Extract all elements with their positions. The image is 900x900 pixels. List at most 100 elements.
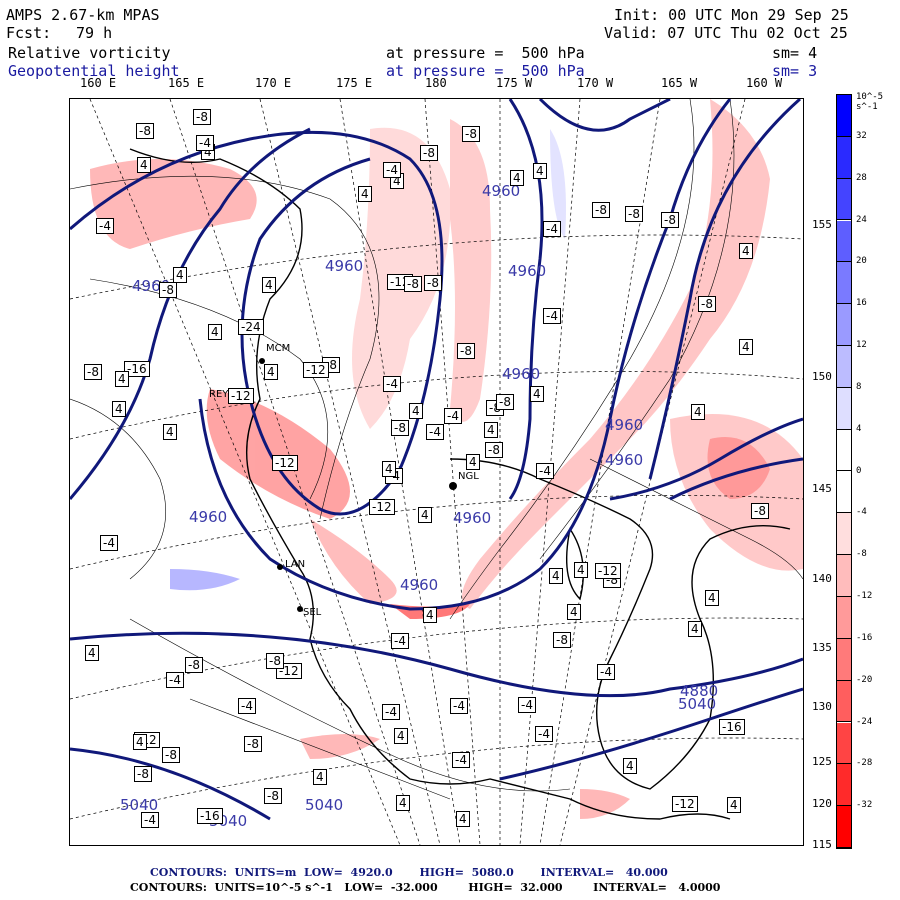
vorticity-label: 4 <box>533 163 547 179</box>
vorticity-label: 4 <box>574 562 588 578</box>
vorticity-label: 4 <box>133 734 147 750</box>
station-lan: LAN <box>285 559 306 570</box>
lat-label: 115 <box>812 838 832 851</box>
vorticity-label: -4 <box>391 633 409 649</box>
colorbar-level-label: -8 <box>856 549 867 560</box>
height-contours <box>70 99 803 821</box>
vorticity-label: 4 <box>262 277 276 293</box>
vorticity-label: 4 <box>423 607 437 623</box>
forecast-label: Fcst: <box>6 24 52 42</box>
colorbar-level-label: -24 <box>856 716 873 727</box>
vorticity-label: -12 <box>595 563 621 579</box>
lat-label: 155 <box>812 218 832 231</box>
height-label: 4960 <box>508 262 547 280</box>
vorticity-label: -8 <box>592 202 610 218</box>
colorbar-swatch <box>837 513 851 556</box>
vorticity-label: -4 <box>450 698 468 714</box>
vorticity-label: 4 <box>727 797 741 813</box>
colorbar-swatch <box>837 471 851 514</box>
colorbar-swatch <box>837 304 851 346</box>
vorticity-label: -8 <box>136 123 154 139</box>
vorticity-label: -4 <box>536 463 554 479</box>
valid-time: Valid: 07 UTC Thu 02 Oct 25 <box>604 24 848 42</box>
vorticity-label: -8 <box>162 747 180 763</box>
colorbar-level-label: 16 <box>856 298 867 309</box>
vorticity-label: -4 <box>452 752 470 768</box>
colorbar-swatch <box>837 346 851 388</box>
map-panel: MCM REY LAN SEL NGL 4960 4960 4960 4960 4960… <box>69 98 804 846</box>
field1-level: at pressure = 500 hPa <box>386 44 585 62</box>
footer-vorticity-contours: CONTOURS: UNITS=10^-5 s^-1 LOW= -32.000 … <box>130 881 721 894</box>
vorticity-label: -8 <box>193 109 211 125</box>
vorticity-label: 4 <box>137 157 151 173</box>
vorticity-label: -12 <box>272 455 298 471</box>
height-label: 5040 <box>305 796 344 814</box>
field2-smoothing: sm= 3 <box>772 62 818 80</box>
vorticity-label: -16 <box>124 361 150 377</box>
vorticity-label: -24 <box>238 319 264 335</box>
station-ngl: NGL <box>458 471 479 482</box>
vorticity-label: -4 <box>426 424 444 440</box>
vorticity-label: -8 <box>159 282 177 298</box>
vorticity-label: 4 <box>691 404 705 420</box>
vorticity-label: 4 <box>313 769 327 785</box>
lon-label-175w: 175 W <box>496 76 533 90</box>
coastline <box>129 148 791 820</box>
field2-name: Geopotential height <box>8 62 180 80</box>
height-label: 4880 <box>680 682 719 700</box>
vorticity-label: -16 <box>197 808 223 824</box>
colorbar-swatch <box>837 429 851 472</box>
colorbar-level-label: 0 <box>856 465 862 476</box>
field1-name: Relative vorticity <box>8 44 171 62</box>
vorticity-label: 4 <box>739 243 753 259</box>
colorbar-level-label: 8 <box>856 381 862 392</box>
colorbar-level-label: -16 <box>856 632 873 643</box>
vorticity-label: 4 <box>456 811 470 827</box>
colorbar-level-label: -32 <box>856 800 873 811</box>
vorticity-label: 4 <box>409 403 423 419</box>
lon-label-160e: 160 E <box>80 76 117 90</box>
colorbar-level-label: 20 <box>856 256 867 267</box>
vorticity-label: -8 <box>485 442 503 458</box>
vorticity-label: -12 <box>672 796 698 812</box>
height-label: 4960 <box>325 257 364 275</box>
height-label: 4960 <box>482 182 521 200</box>
height-label: 4960 <box>400 576 439 594</box>
colorbar-swatch <box>837 95 851 137</box>
vorticity-label: -8 <box>84 364 102 380</box>
colorbar-swatch <box>837 764 851 807</box>
vorticity-label: 4 <box>484 422 498 438</box>
vorticity-label: -4 <box>141 812 159 828</box>
vorticity-label: -8 <box>751 503 769 519</box>
vorticity-label: 4 <box>208 324 222 340</box>
vorticity-label: -8 <box>185 657 203 673</box>
colorbar-level-label: -20 <box>856 674 873 685</box>
vorticity-label: 4 <box>567 604 581 620</box>
vorticity-label: -4 <box>535 726 553 742</box>
height-label: 5040 <box>678 695 717 713</box>
vorticity-label: -12 <box>228 388 254 404</box>
lat-label: 140 <box>812 572 832 585</box>
vorticity-label: -8 <box>625 206 643 222</box>
vorticity-label: -8 <box>134 766 152 782</box>
lat-label: 135 <box>812 641 832 654</box>
vorticity-label: -4 <box>196 135 214 151</box>
vorticity-label: -4 <box>444 408 462 424</box>
colorbar-level-label: 12 <box>856 340 867 350</box>
lon-label-160w: 160 W <box>746 76 783 90</box>
field1-smoothing: sm= 4 <box>772 44 818 62</box>
station-rey: REY <box>209 389 229 400</box>
colorbar-swatch <box>837 722 851 765</box>
colorbar-swatch <box>837 136 851 179</box>
colorbar-swatch <box>837 806 851 848</box>
vorticity-label: -4 <box>543 308 561 324</box>
lon-label-175e: 175 E <box>336 76 373 90</box>
vorticity-label: -8 <box>698 296 716 312</box>
vorticity-label: 4 <box>396 795 410 811</box>
colorbar-level-label: 28 <box>856 172 867 183</box>
lon-label-165e: 165 E <box>168 76 205 90</box>
colorbar-swatch <box>837 680 851 723</box>
colorbar-level-label: 32 <box>856 130 867 141</box>
vorticity-label: -8 <box>264 788 282 804</box>
forecast-value: 79 h <box>76 24 113 42</box>
